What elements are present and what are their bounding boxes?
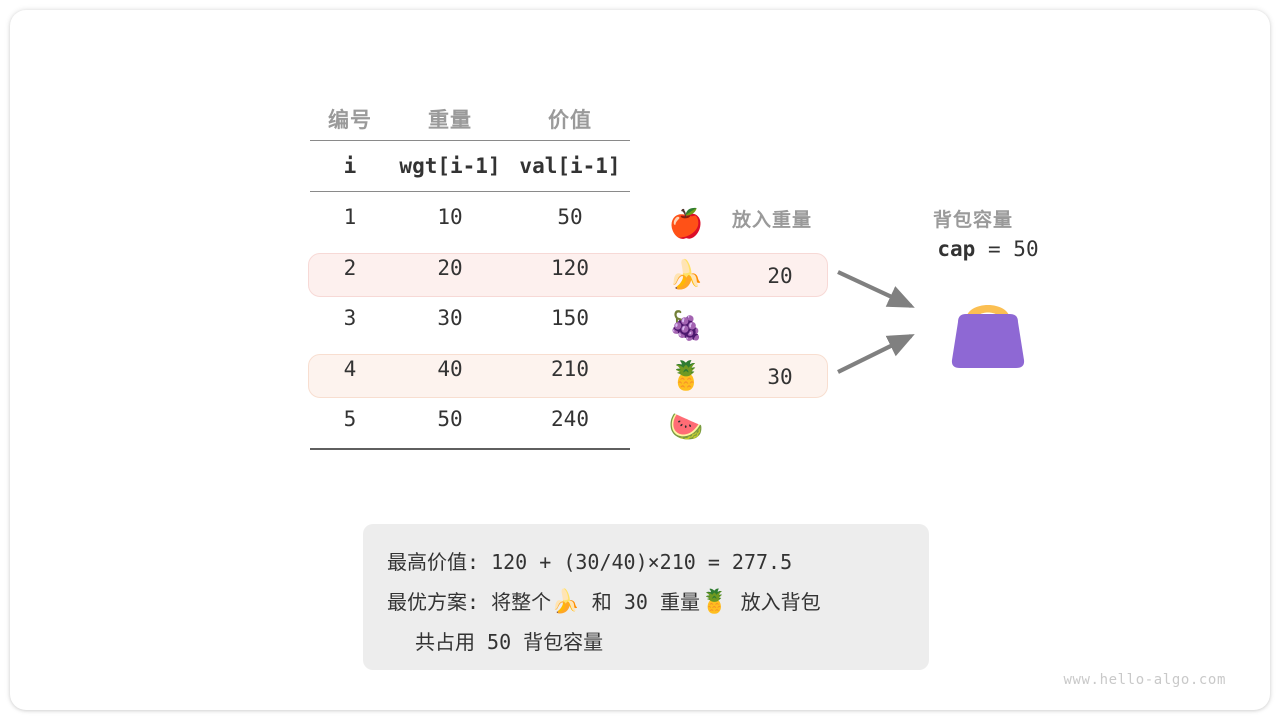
arrow-to-bag-upper — [837, 270, 915, 308]
cell-index: 4 — [343, 356, 357, 381]
arrow-to-bag-lower — [837, 334, 915, 374]
summary-line-best-plan: 最优方案: 将整个🍌 和 30 重量🍍 放入背包 — [387, 582, 905, 622]
cell-value: 120 — [551, 255, 589, 280]
highlight-row-4 — [308, 354, 828, 398]
cell-index: 5 — [343, 407, 357, 432]
cell-index: 3 — [343, 306, 357, 331]
cell-value: 210 — [551, 356, 589, 381]
watermark: www.hello-algo.com — [1063, 672, 1226, 688]
banana-icon-inline: 🍌 — [551, 589, 580, 615]
cell-index: 1 — [310, 191, 390, 243]
table-header-code: i wgt[i-1] val[i-1] — [310, 140, 630, 192]
knapsack-capacity-label: 背包容量 — [933, 209, 1014, 231]
placed-weight-row-4: 30 — [767, 365, 793, 389]
table-header-chinese: 编号 重量 价值 — [310, 98, 630, 141]
header-index-cn: 编号 — [328, 108, 372, 132]
cap-value: 50 — [1013, 237, 1039, 261]
highlight-row-2 — [308, 253, 828, 297]
diagram-card: 编号 重量 价值 i wgt[i-1] val[i-1] 1 10 50 — [10, 10, 1270, 710]
cell-weight: 40 — [437, 356, 463, 381]
placed-weight-row-2: 20 — [767, 264, 793, 288]
summary-line-max-value: 最高价值: 120 + (30/40)×210 = 277.5 — [387, 542, 905, 582]
pineapple-icon: 🍍 — [668, 359, 704, 392]
pineapple-icon-inline: 🍍 — [699, 589, 729, 615]
apple-icon: 🍎 — [668, 207, 704, 240]
cell-value: 50 — [510, 191, 630, 243]
best-plan-text-b: 和 30 重量 — [591, 590, 700, 614]
cap-variable: cap — [937, 237, 976, 261]
table-row: 3 30 150 — [310, 293, 630, 344]
items-table-wrapper: 编号 重量 价值 i wgt[i-1] val[i-1] 1 10 50 — [310, 98, 630, 445]
items-table: 编号 重量 价值 i wgt[i-1] val[i-1] 1 10 50 — [310, 98, 630, 445]
header-value-cn: 价值 — [548, 108, 592, 132]
header-index-code: i — [310, 140, 390, 192]
summary-box: 最高价值: 120 + (30/40)×210 = 277.5 最优方案: 将整… — [363, 524, 929, 670]
max-value-expression: 120 + (30/40)×210 = 277.5 — [491, 550, 793, 574]
cell-value: 240 — [551, 407, 589, 432]
max-value-label: 最高价值: — [387, 550, 480, 574]
backpack-icon — [951, 305, 1025, 368]
header-weight-cn: 重量 — [428, 108, 472, 132]
cell-value: 150 — [551, 306, 589, 331]
table-row: 2 20 120 — [310, 243, 630, 294]
watermelon-icon: 🍉 — [668, 410, 704, 443]
cell-weight: 30 — [437, 306, 463, 331]
header-weight-code: wgt[i-1] — [390, 140, 510, 192]
cell-index: 2 — [343, 255, 357, 280]
cap-equals: = — [987, 237, 1001, 261]
table-row: 1 10 50 — [310, 191, 630, 243]
cell-weight: 20 — [437, 255, 463, 280]
best-plan-label: 最优方案: — [387, 590, 480, 614]
table-row: 5 50 240 — [310, 394, 630, 445]
banana-icon: 🍌 — [668, 258, 704, 291]
cell-weight: 50 — [437, 407, 463, 432]
capacity-expression: cap = 50 — [923, 237, 1053, 261]
summary-line-total-used: 共占用 50 背包容量 — [415, 630, 604, 654]
grapes-icon: 🍇 — [668, 309, 704, 342]
cell-weight: 10 — [390, 191, 510, 243]
table-row: 4 40 210 — [310, 344, 630, 395]
placed-weight-label: 放入重量 — [732, 209, 813, 231]
best-plan-text-a: 将整个 — [491, 590, 552, 614]
header-value-code: val[i-1] — [510, 140, 630, 192]
backpack-body — [951, 314, 1025, 368]
table-bottom-rule — [310, 448, 630, 450]
best-plan-text-c: 放入背包 — [740, 590, 821, 614]
arrows-group — [837, 270, 915, 374]
